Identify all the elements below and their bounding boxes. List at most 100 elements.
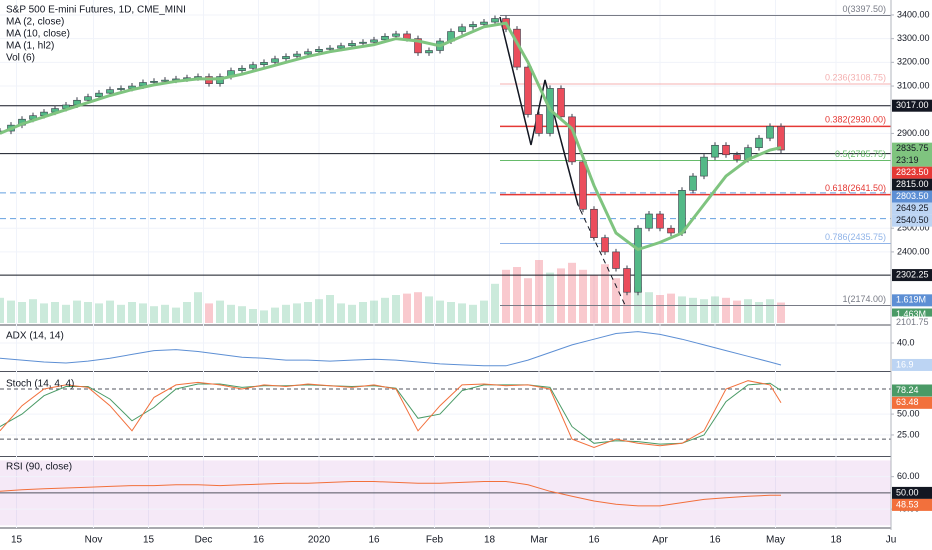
fib-label: 0.618(2641.50) [825, 183, 886, 193]
candle [304, 51, 312, 55]
x-tick-label: 2020 [308, 535, 331, 546]
candle [326, 47, 334, 50]
last-value-label: 16.9 [896, 359, 914, 369]
indicator: MA (1, hl2) [6, 41, 54, 52]
price-label-bg [892, 214, 932, 227]
candle [315, 49, 323, 52]
price-label: 2540.50 [896, 215, 929, 225]
fib-label: 0.5(2785.75) [835, 149, 886, 159]
volume-bar [689, 297, 697, 323]
volume-bar [293, 303, 301, 323]
candle [370, 39, 378, 43]
last-value-label-bg [892, 384, 932, 397]
volume-bar [315, 299, 323, 323]
fib-label: 0.236(3108.75) [825, 72, 886, 82]
x-tick-label: Ju [886, 535, 897, 546]
volume-bar [458, 303, 466, 323]
candle [601, 237, 609, 253]
volume-label: 1.619M [896, 295, 926, 305]
candle [766, 126, 774, 139]
candle [722, 144, 730, 156]
candle [337, 45, 345, 49]
pane-title: ADX (14, 14) [6, 331, 64, 342]
x-tick-label: May [766, 535, 785, 546]
volume-bar [722, 297, 730, 323]
candle [777, 126, 785, 151]
candle [689, 175, 697, 191]
volume-bar [469, 304, 477, 323]
price-label-bg [892, 269, 932, 282]
price-label-bg [892, 316, 932, 329]
candle [535, 114, 543, 134]
volume-bar [612, 278, 620, 323]
candle [106, 89, 114, 94]
volume-bar [579, 269, 587, 323]
candle [579, 161, 587, 210]
candle [238, 67, 246, 71]
y-tick-label: 50.00 [897, 408, 920, 418]
x-tick-label: Feb [426, 535, 444, 546]
price-label-bg [892, 178, 932, 191]
pane-title: RSI (90, close) [6, 462, 72, 473]
legend: S&P 500 E-mini Futures, 1D, CME_MINI MA … [6, 5, 186, 473]
candle [414, 38, 422, 54]
candle [359, 41, 367, 44]
x-tick-label: 16 [253, 535, 265, 546]
y-tick-label: 2900.00 [897, 128, 930, 138]
volume-bar [414, 292, 422, 323]
candle [293, 53, 301, 57]
candle [348, 43, 356, 47]
x-tick-label: 15 [11, 535, 23, 546]
volume-bar [51, 302, 59, 323]
volume-bar [546, 272, 554, 323]
volume-bar [634, 286, 642, 323]
volume-bar [337, 303, 345, 323]
candle [557, 88, 565, 118]
volume-label-bg [892, 294, 932, 307]
volume-bar [711, 296, 719, 323]
volume-label: 1.463M [896, 309, 926, 319]
candle [260, 62, 268, 66]
price-label: 2302.25 [896, 269, 929, 279]
candle [711, 144, 719, 158]
volume-bar [194, 292, 202, 323]
volume-bar [568, 262, 576, 323]
volume-bar [216, 300, 224, 323]
indicator-line [0, 382, 782, 445]
volume-bar [29, 299, 37, 323]
volume-bar [282, 304, 290, 323]
candle [392, 33, 400, 37]
last-value-label-bg [892, 486, 932, 499]
candle [282, 56, 290, 60]
fib-label: 0.382(2930.00) [825, 115, 886, 125]
volume-bar [491, 283, 499, 323]
price-label: 2835.75 [896, 143, 929, 153]
x-tick-label: Dec [195, 535, 213, 546]
candle [623, 268, 631, 293]
volume-bar [205, 303, 213, 323]
candle [634, 227, 642, 293]
price-label: 2803.50 [896, 191, 929, 201]
volume-bar [513, 267, 521, 323]
indicator: MA (2, close) [6, 17, 64, 28]
symbol-title: S&P 500 E-mini Futures, 1D, CME_MINI [6, 5, 186, 16]
last-value-label-bg [892, 396, 932, 409]
volume-bar [172, 307, 180, 323]
volume-bar [370, 300, 378, 323]
volume-bar [359, 302, 367, 323]
volume-bar [249, 309, 257, 323]
candle [656, 213, 664, 229]
candle [403, 33, 411, 39]
candle [590, 208, 598, 238]
countdown: 23:19 [896, 155, 919, 165]
indicator-line [0, 481, 781, 507]
volume-bar [73, 300, 81, 323]
fib-label: 0.786(2435.75) [825, 232, 886, 242]
volume-bar [755, 302, 763, 323]
candle [612, 251, 620, 269]
volume-bar [227, 304, 235, 323]
volume-bar [84, 302, 92, 323]
volume-bar [601, 264, 609, 323]
y-tick-label: 60.00 [897, 471, 920, 481]
fib-label: 1(2174.00) [842, 294, 886, 304]
